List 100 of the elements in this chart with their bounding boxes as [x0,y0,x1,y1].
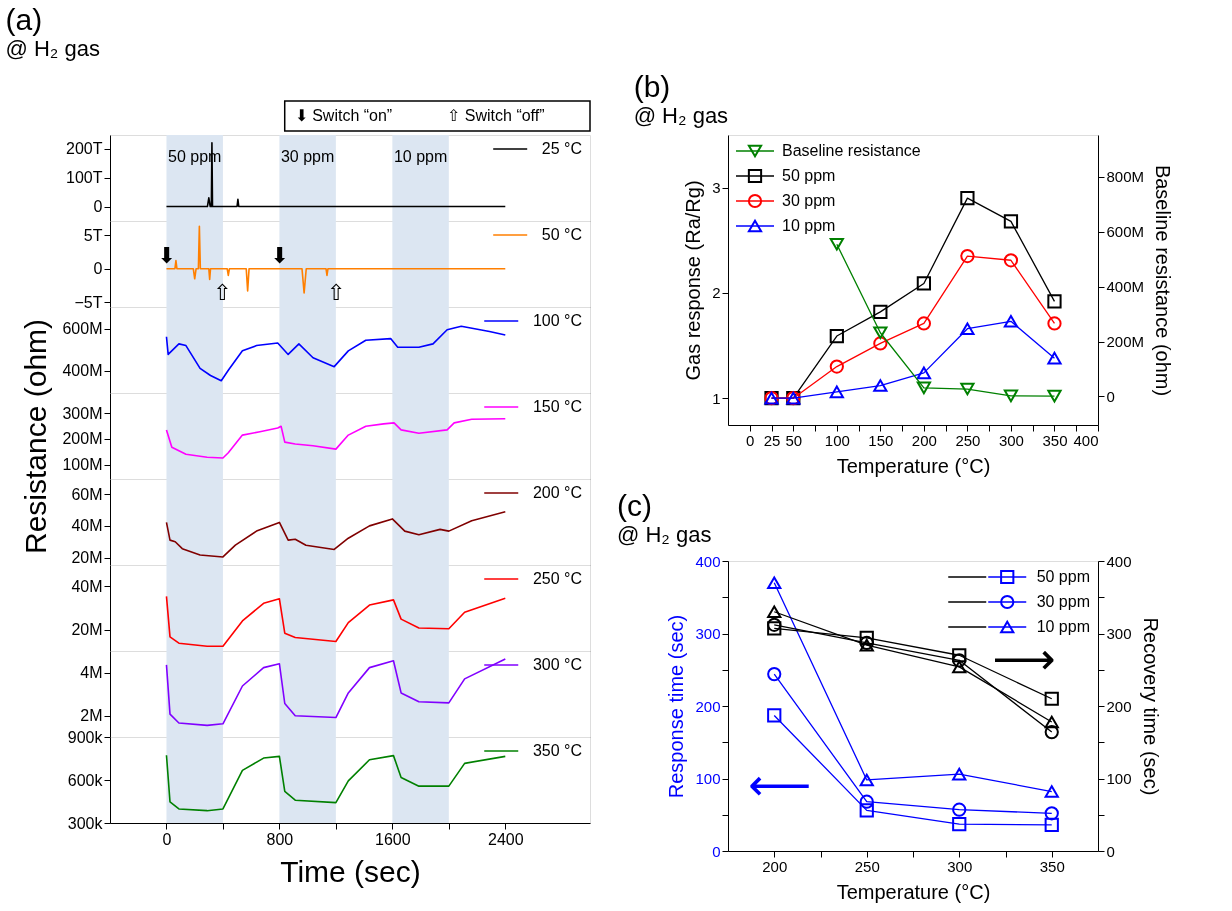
y-tick-label: 300M [62,404,103,422]
x-tick-label: 200 [911,431,937,449]
legend-label: Baseline resistance [782,142,921,159]
point [873,336,888,351]
point [952,817,967,832]
x-axis-title: Temperature (°C) [836,880,991,903]
point [1044,806,1059,821]
y2-tick-label: 300 [1106,625,1132,642]
legend-label: 300 °C [532,656,582,673]
y2-tick-label: 200M [1106,333,1145,351]
line-series [165,417,507,459]
legend-label: 10 ppm [782,217,836,234]
y-tick-label: 20M [71,621,103,639]
y-tick-label: 200 [695,697,721,715]
point [1003,214,1019,229]
point [916,366,932,380]
point [1047,316,1062,331]
x-tick-label: 2400 [488,830,524,848]
y2-tick-label: 600M [1106,223,1145,241]
y-axis-title: Response time (sec) [665,614,688,799]
legend-label: 50 °C [541,226,582,243]
point [960,322,975,335]
point [767,617,782,632]
x-tick-label: 250 [854,857,880,875]
legend-label: 250 °C [532,570,582,587]
point [767,576,782,590]
point [952,767,967,781]
chart-title: (c) [616,489,652,522]
y-tick-label: 400 [695,552,721,570]
y-axis-title: Gas response (Ra/Rg) [682,180,705,381]
text: ⬇ Switch “on” [294,107,393,124]
point [1003,389,1019,403]
y-tick-label: 200M [62,430,103,448]
point [952,660,967,674]
x-tick-label: 50 [785,431,803,449]
point [916,381,932,395]
legend-label: 150 °C [532,398,582,415]
text: ⇧ Switch “off” [447,107,545,124]
x-tick-label: 350 [1039,857,1065,875]
y-tick-label: 2M [80,707,103,725]
y-tick-label: 3 [712,179,721,197]
legend-label: 200 °C [532,484,582,501]
y2-axis-title: Recovery time (sec) [1139,617,1162,796]
point [859,803,874,818]
annotation: ⟶ [992,633,1056,685]
point [859,773,874,787]
y-tick-label: 2 [712,284,721,302]
y2-tick-label: 0 [1106,387,1115,405]
annotation: ⇧ [213,279,232,305]
annotation: ⟵ [748,759,812,811]
chart-subtitle: @ H₂ gas [5,36,100,62]
line-series [165,754,507,812]
x-tick-label: 200 [762,857,788,875]
y2-tick-label: 200 [1106,697,1132,715]
point [873,304,888,319]
y-tick-label: 300 [695,625,721,642]
y-tick-label: 400M [62,362,103,380]
y2-tick-label: 100 [1106,770,1132,787]
x-tick-label: 300 [998,431,1024,449]
x-tick-label: 100 [824,431,850,449]
point [960,382,975,396]
point [1044,724,1059,740]
x-tick-label: 300 [947,857,973,875]
x-tick-label: 1600 [375,830,411,848]
y-tick-label: 0 [712,842,721,860]
point [952,653,967,668]
y2-tick-label: 400 [1106,552,1132,570]
point [1047,351,1062,365]
point [1044,691,1059,706]
point [1044,715,1059,729]
chart-title: (a) [5,3,43,37]
y-tick-label: 1 [712,389,721,407]
y-tick-label: 40M [71,517,103,535]
y2-tick-label: 800M [1106,168,1145,186]
x-tick-label: 25 [763,431,781,449]
point [829,328,844,344]
y-axis-title: Resistance (ohm) [19,318,53,555]
x-tick-label: 0 [746,431,755,449]
point [960,191,975,206]
y-tick-label: 60M [71,485,103,503]
y-tick-label: 0 [93,260,103,278]
y-tick-label: −5T [74,293,103,311]
legend-label: 50 ppm [1036,568,1090,585]
point [829,238,844,251]
annotation: ⬇ [270,242,289,268]
annotation: ⬇ [157,242,176,268]
y-tick-label: 200T [66,140,103,158]
point [873,379,888,392]
legend-label: 30 ppm [782,192,836,209]
point [916,316,932,331]
point [960,248,975,264]
legend-label: 10 ppm [1036,618,1090,635]
y-tick-label: 20M [71,549,103,567]
y-tick-label: 100 [695,770,721,787]
x-tick-label: 350 [1042,431,1068,449]
y-tick-label: 5T [83,226,103,244]
band-label: 30 ppm [280,148,335,165]
y-tick-label: 40M [71,577,103,595]
y-tick-label: 0 [93,198,103,216]
legend-label: 350 °C [532,742,582,759]
